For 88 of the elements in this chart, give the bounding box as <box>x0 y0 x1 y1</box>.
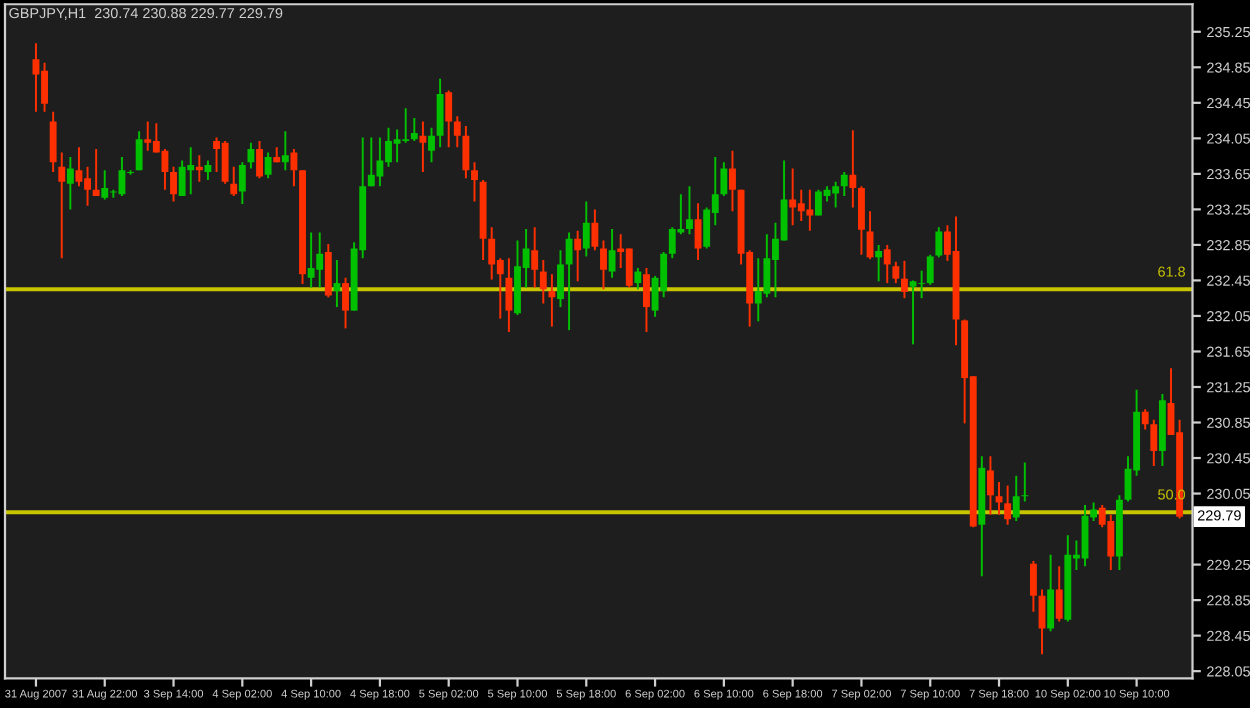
candlestick <box>238 161 246 206</box>
candlestick <box>892 260 900 285</box>
candlestick <box>565 231 573 332</box>
candlestick <box>789 167 797 227</box>
candlestick <box>875 243 883 283</box>
candlestick <box>505 257 513 333</box>
candlestick <box>754 257 762 323</box>
candlestick <box>1004 484 1012 526</box>
candlestick <box>643 267 650 333</box>
candlestick <box>49 110 57 174</box>
candlestick <box>316 231 324 289</box>
candlestick <box>574 229 582 283</box>
candlestick <box>832 180 840 209</box>
candlestick <box>462 124 470 180</box>
candlestick <box>419 120 427 174</box>
candlestick <box>909 279 917 346</box>
candlestick <box>608 227 616 279</box>
candlestick <box>926 253 934 286</box>
candlestick <box>883 243 891 285</box>
candlestick <box>539 259 547 305</box>
candlestick <box>694 202 702 261</box>
candlestick <box>625 247 633 289</box>
candlestick <box>66 156 74 211</box>
candlestick <box>445 89 453 149</box>
candlestick <box>264 151 272 180</box>
candlestick <box>281 130 289 172</box>
candlestick <box>720 161 728 198</box>
candlestick <box>1055 565 1063 623</box>
candlestick <box>918 269 926 300</box>
candlestick <box>230 165 238 198</box>
candlestick <box>1107 513 1115 571</box>
candlestick <box>144 120 152 152</box>
candlestick <box>135 130 143 172</box>
candlestick <box>858 185 865 256</box>
candlestick <box>1141 408 1149 431</box>
candlestick <box>170 165 177 203</box>
candlestick <box>428 126 435 164</box>
candlestick <box>290 148 298 188</box>
candlestick <box>204 159 212 182</box>
candlestick <box>221 140 229 185</box>
candlestick <box>256 140 263 180</box>
candlestick <box>453 115 461 149</box>
candlestick <box>84 165 91 207</box>
candlestick <box>58 151 66 260</box>
candlestick <box>1029 560 1037 613</box>
candlestick <box>402 107 410 144</box>
candlestick <box>1150 418 1158 467</box>
candlestick <box>393 128 401 164</box>
candlestick <box>548 273 556 328</box>
candlestick <box>376 136 384 188</box>
candlestick <box>901 259 908 300</box>
candlestick <box>986 455 994 516</box>
candlestick <box>531 226 539 289</box>
candlestick <box>557 249 564 309</box>
candlestick <box>634 267 642 291</box>
candlestick <box>324 243 332 299</box>
candlestick <box>686 185 693 236</box>
candlestick <box>840 171 848 198</box>
candlestick <box>591 208 599 252</box>
candlestick <box>600 239 607 291</box>
candlestick <box>436 77 444 149</box>
candlestick <box>471 161 478 203</box>
candlestick <box>101 169 109 201</box>
candlestick <box>307 231 315 289</box>
candlestick <box>178 159 186 198</box>
candlestick <box>582 200 590 258</box>
candlestick <box>488 226 496 281</box>
candlestick <box>668 226 676 260</box>
candlestick <box>367 136 375 188</box>
candlestick <box>935 226 943 259</box>
candlestick <box>729 149 736 213</box>
candlestick <box>333 259 341 309</box>
candlestick <box>410 116 418 142</box>
candlestick <box>342 276 349 330</box>
candlestick <box>247 141 255 170</box>
candlestick <box>41 61 48 113</box>
candlestick <box>815 188 822 217</box>
candlestick <box>1012 474 1020 523</box>
candlestick <box>187 146 195 196</box>
candlestick <box>763 233 771 299</box>
candlestick <box>1047 553 1055 633</box>
candlestick <box>161 148 169 191</box>
candlestick <box>1021 461 1029 503</box>
candlestick <box>797 188 805 222</box>
candlestick <box>92 148 100 198</box>
candlestick <box>75 146 83 188</box>
candlestick <box>806 188 814 232</box>
candlestick <box>849 129 857 209</box>
